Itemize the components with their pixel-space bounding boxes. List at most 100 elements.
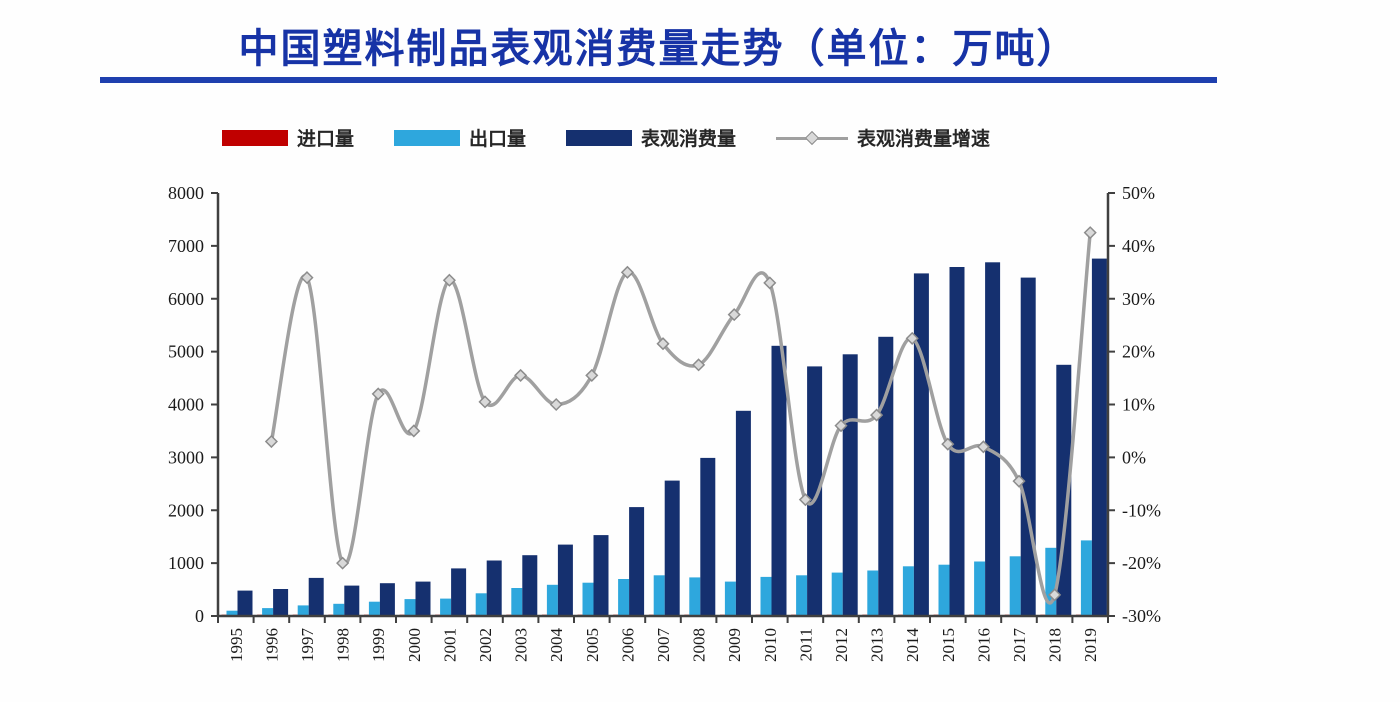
y-axis-left-label: 5000 <box>168 342 204 362</box>
bar-2-2004 <box>557 544 573 616</box>
y-axis-left-label: 7000 <box>168 236 204 256</box>
bar-2-2015 <box>949 267 965 616</box>
x-axis-label: 2001 <box>440 628 459 662</box>
bar-1-2012 <box>831 572 843 616</box>
bar-2-1997 <box>308 577 324 616</box>
y-axis-left-label: 0 <box>195 606 204 626</box>
growth-marker <box>870 408 884 422</box>
x-axis-label: 1996 <box>262 628 281 662</box>
x-axis-label: 2017 <box>1010 628 1029 663</box>
bar-2-1999 <box>379 583 395 616</box>
bar-1-2001 <box>440 598 452 616</box>
growth-marker <box>941 437 955 451</box>
legend-label: 进口量 <box>297 128 355 150</box>
x-axis-label: 2007 <box>654 628 673 663</box>
y-axis-right-label: 10% <box>1122 395 1155 415</box>
y-axis-left-label: 3000 <box>168 447 204 467</box>
x-axis-label: 2005 <box>583 628 602 662</box>
x-axis-label: 1999 <box>369 628 388 662</box>
x-axis-label: 1998 <box>334 628 353 662</box>
bar-2-2016 <box>985 262 1001 616</box>
growth-marker <box>976 440 990 454</box>
growth-marker <box>442 273 456 287</box>
bar-1-1996 <box>262 608 274 616</box>
y-axis-right-label: -30% <box>1122 606 1161 626</box>
bar-1-2004 <box>546 584 558 616</box>
legend-label: 表观消费量 <box>641 128 737 150</box>
y-axis-left-label: 1000 <box>168 553 204 573</box>
bar-2-2017 <box>1020 277 1036 616</box>
legend-item-2: 表观消费量 <box>566 124 736 151</box>
y-axis-right-label: 0% <box>1122 447 1146 467</box>
bar-1-2014 <box>902 566 914 616</box>
legend-label: 表观消费量增速 <box>857 128 991 150</box>
chart-title: 中国塑料制品表观消费量走势（单位：万吨） <box>238 26 1079 72</box>
y-axis-right-label: -20% <box>1122 553 1161 573</box>
bar-2-2014 <box>913 273 929 616</box>
x-axis-label: 2016 <box>974 628 993 662</box>
x-axis-label: 2014 <box>903 628 922 663</box>
bar-2-2005 <box>593 535 609 616</box>
bar-2-2003 <box>522 555 538 616</box>
bar-1-2010 <box>760 576 772 616</box>
growth-marker <box>336 556 350 570</box>
growth-marker <box>1083 226 1097 240</box>
bar-2-1996 <box>273 589 289 616</box>
growth-marker <box>585 368 599 382</box>
bar-2-2006 <box>629 507 645 616</box>
growth-marker <box>656 337 670 351</box>
x-axis-label: 2008 <box>690 628 709 662</box>
legend: 进口量 出口量 表观消费量 表观消费量增速 <box>222 124 990 151</box>
x-axis-label: 1995 <box>227 628 246 662</box>
growth-marker <box>1012 474 1026 488</box>
legend-swatch-icon <box>566 129 633 146</box>
bar-1-2019 <box>1080 540 1092 616</box>
legend-line-marker-icon <box>776 130 849 146</box>
y-axis-right-label: 40% <box>1122 236 1155 256</box>
growth-line <box>269 232 1092 605</box>
y-axis-left-label: 4000 <box>168 395 204 415</box>
growth-marker <box>549 397 563 412</box>
legend-label: 出口量 <box>469 128 527 150</box>
y-axis-right-label: 30% <box>1122 289 1155 309</box>
bar-2-2001 <box>451 568 467 616</box>
y-axis-right-label: -10% <box>1122 500 1161 520</box>
growth-marker <box>371 387 385 401</box>
bar-2-2012 <box>842 354 858 616</box>
bar-1-2000 <box>404 599 416 616</box>
bar-2-1995 <box>237 590 253 616</box>
bar-1-2013 <box>867 570 879 616</box>
x-axis-label: 2002 <box>476 628 495 662</box>
x-axis-label: 2015 <box>939 628 958 662</box>
bar-1-2003 <box>511 588 523 616</box>
bar-2-2008 <box>700 457 716 616</box>
bar-1-2015 <box>938 564 950 616</box>
bar-1-1999 <box>368 601 380 616</box>
growth-marker <box>763 276 777 290</box>
growth-marker <box>264 434 278 449</box>
x-axis-label: 2009 <box>725 628 744 662</box>
legend-item-3: 表观消费量增速 <box>776 124 990 151</box>
bar-1-2016 <box>974 561 986 616</box>
bar-1-1998 <box>333 603 345 616</box>
bar-2-2007 <box>664 480 680 616</box>
bar-1-2008 <box>689 577 701 616</box>
growth-marker <box>905 331 919 345</box>
bar-1-2018 <box>1045 547 1057 616</box>
x-axis-label: 2003 <box>512 628 531 662</box>
bar-1-2009 <box>724 581 736 616</box>
growth-marker <box>727 308 741 322</box>
bar-1-2005 <box>582 582 594 616</box>
x-axis-label: 2013 <box>868 628 887 662</box>
legend-item-0: 进口量 <box>222 124 354 151</box>
growth-marker <box>300 271 314 285</box>
x-axis-label: 2012 <box>832 628 851 662</box>
bar-2-1998 <box>344 585 360 616</box>
growth-marker <box>514 368 528 382</box>
x-axis-label: 1997 <box>298 628 317 663</box>
legend-item-1: 出口量 <box>394 124 526 151</box>
bar-2-2010 <box>771 345 787 616</box>
bar-1-2011 <box>796 575 808 616</box>
